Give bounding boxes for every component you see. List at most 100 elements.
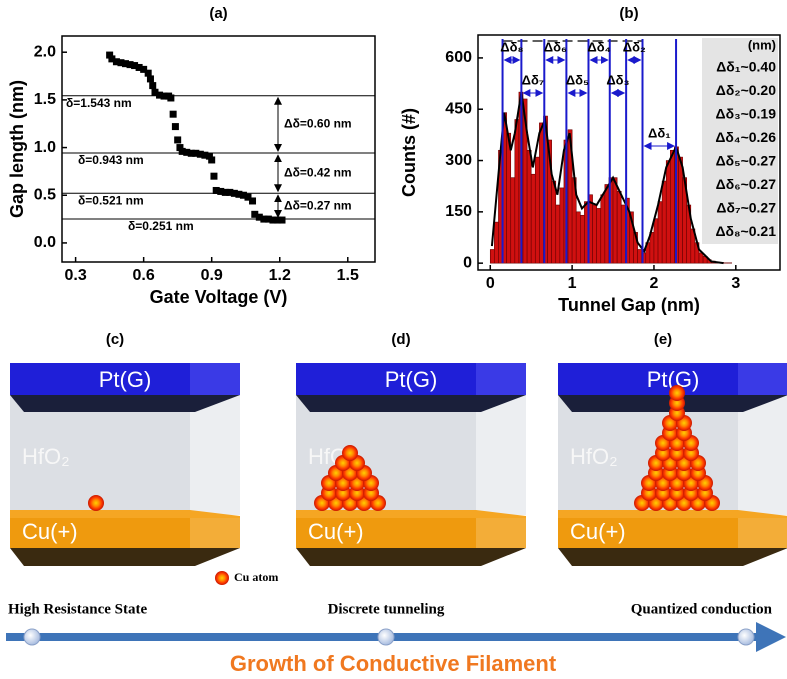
stage-dot [377, 628, 395, 646]
table-background [702, 38, 778, 244]
electrode-bottom-under [558, 548, 787, 566]
interval-label: Δδ₃ [606, 72, 629, 87]
data-point [230, 189, 238, 197]
bar [506, 132, 512, 264]
data-point [273, 216, 281, 224]
x-tick-label: 1 [568, 275, 577, 292]
data-point [208, 156, 216, 164]
interval-label: Δδ₇ [522, 72, 544, 87]
data-point [106, 51, 114, 59]
reference-label: δ=0.521 nm [78, 193, 144, 207]
table-row: Δδ₈~0.21 [715, 223, 776, 239]
electrode-top-under [296, 395, 526, 412]
bar [596, 208, 602, 264]
electrode-label: Cu(+) [22, 519, 78, 544]
data-point [160, 92, 168, 100]
electrode-label: Pt(G) [385, 367, 438, 392]
table-row: Δδ₅~0.27 [716, 153, 777, 169]
data-point [251, 210, 259, 218]
table-row: Δδ₃~0.19 [716, 106, 777, 122]
data-point [156, 91, 164, 99]
x-tick-label: 0.9 [201, 267, 223, 284]
data-point [212, 186, 220, 194]
data-point [226, 188, 234, 196]
panel-label: (e) [654, 331, 672, 348]
plot-frame [477, 34, 781, 271]
reference-label: δ=0.251 nm [128, 219, 194, 233]
legend-label: Cu atom [234, 570, 278, 584]
stage-label: High Resistance State [8, 601, 147, 617]
reference-label: δ=0.943 nm [78, 153, 144, 167]
data-point [112, 58, 120, 66]
data-point [149, 82, 157, 90]
stage-label: Quantized conduction [631, 601, 773, 617]
bar [620, 204, 626, 264]
gap-label: Δδ=0.27 nm [284, 198, 352, 212]
data-point [131, 62, 139, 70]
bar [510, 177, 516, 264]
data-point [278, 216, 286, 224]
data-point [140, 65, 148, 73]
electrode-top-side [476, 363, 526, 395]
y-tick-label: 2.0 [34, 43, 56, 60]
data-point [117, 59, 125, 67]
bar [657, 201, 663, 264]
interval-label: Δδ₄ [587, 39, 610, 54]
bar [489, 249, 495, 264]
bar [604, 184, 610, 264]
y-tick-label: 300 [445, 152, 472, 169]
electrode-bottom-side [190, 518, 240, 548]
data-point [144, 69, 152, 77]
data-point [169, 110, 177, 118]
data-point [126, 61, 134, 69]
electrode-top-under [10, 395, 240, 412]
data-point [151, 88, 159, 96]
data-point [201, 151, 209, 159]
data-point [221, 188, 229, 196]
data-point [171, 123, 179, 131]
bar [526, 149, 532, 264]
stage-label: Discrete tunneling [328, 601, 445, 617]
y-tick-label: 1.5 [34, 91, 56, 108]
y-tick-label: 450 [445, 100, 472, 117]
gap-label: Δδ=0.42 nm [284, 165, 352, 179]
oxide-side [476, 395, 526, 515]
y-tick-label: 0.5 [34, 186, 56, 203]
x-tick-label: 2 [650, 275, 659, 292]
data-point [196, 150, 204, 158]
table-row: Δδ₇~0.27 [716, 200, 776, 216]
cu-atom [669, 385, 685, 401]
bar [592, 204, 597, 264]
interval-label: Δδ₆ [544, 39, 567, 54]
table-row: Δδ₆~0.27 [716, 176, 777, 192]
data-point [178, 147, 186, 155]
stage-dot [737, 628, 755, 646]
gap-label: Δδ=0.60 nm [284, 117, 352, 131]
data-point [210, 172, 218, 180]
data-point [205, 152, 213, 160]
table-row: Δδ₄~0.26 [715, 129, 776, 145]
electrode-bottom-under [10, 548, 240, 566]
oxide-label: HfO₂ [570, 444, 618, 469]
timeline-arrowhead [756, 622, 786, 652]
bar [580, 214, 585, 264]
data-point [255, 213, 263, 221]
x-tick-label: 3 [731, 275, 740, 292]
cu-atom [88, 495, 104, 511]
oxide-label: HfO₂ [22, 444, 70, 469]
data-point [239, 191, 247, 199]
table-header: (nm) [748, 37, 776, 52]
bar [539, 122, 544, 264]
y-axis-label: Counts (#) [399, 108, 419, 197]
y-tick-label: 600 [445, 49, 472, 66]
electrode-label: Cu(+) [570, 519, 626, 544]
oxide-side [738, 395, 787, 515]
data-point [146, 75, 154, 83]
panel-label: (c) [106, 331, 124, 348]
x-axis-label: Gate Voltage (V) [150, 287, 288, 307]
data-point [217, 187, 225, 195]
bar [678, 156, 683, 264]
y-tick-label: 0 [463, 254, 472, 271]
bar [612, 177, 618, 264]
bar [665, 160, 671, 264]
